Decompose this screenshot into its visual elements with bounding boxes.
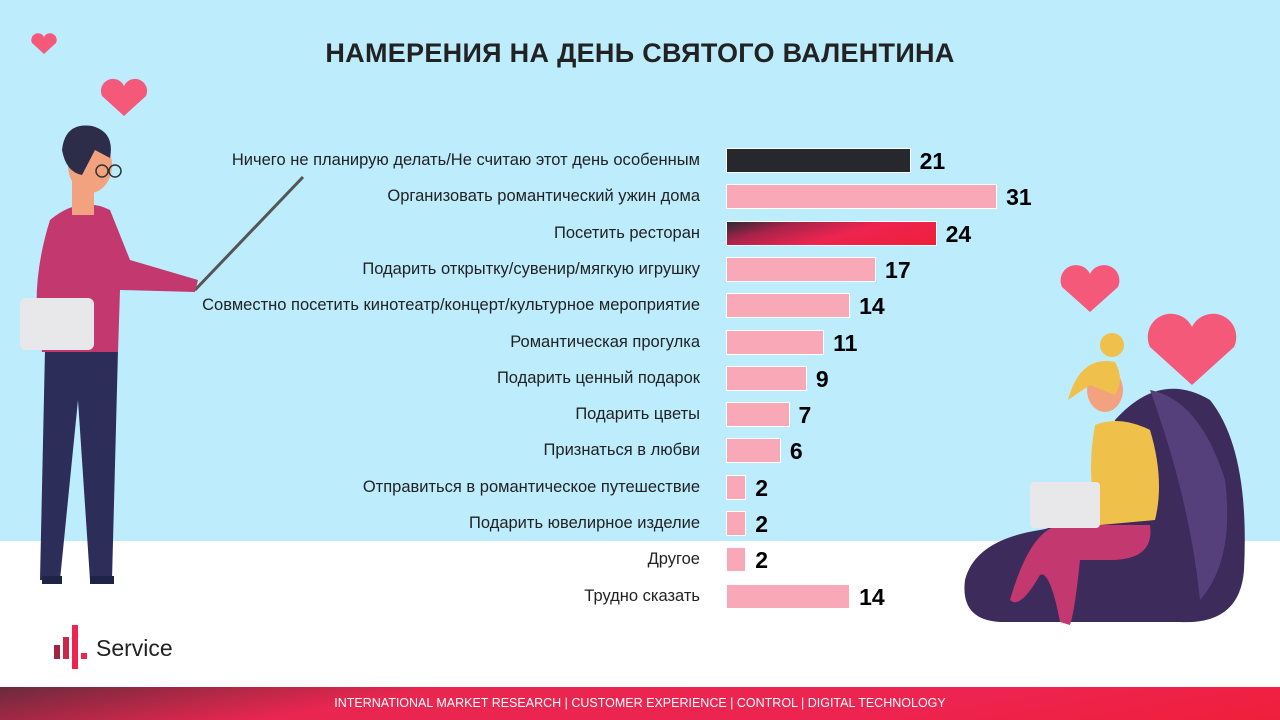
footer-banner: INTERNATIONAL MARKET RESEARCH | CUSTOMER… (0, 687, 1280, 720)
woman-illustration (964, 265, 1245, 625)
bar (726, 256, 877, 282)
value-label: 7 (798, 402, 812, 429)
category-label: Ничего не планирую делать/Не считаю этот… (231, 151, 700, 169)
bar (726, 293, 851, 319)
value-label: 21 (919, 148, 946, 174)
logo-text: Service (96, 635, 173, 661)
value-label: 2 (755, 511, 769, 537)
bar (726, 474, 747, 500)
value-label: 17 (885, 256, 911, 283)
page-title: НАМЕРЕНИЯ НА ДЕНЬ СВЯТОГО ВАЛЕНТИНА (325, 38, 955, 68)
man-illustration (20, 33, 305, 584)
category-label: Посетить ресторан (553, 223, 700, 242)
logo-bars-icon (54, 625, 87, 669)
company-logo: Service (54, 625, 184, 669)
heart-icon (1147, 313, 1237, 385)
bar (726, 148, 911, 173)
category-label: Подарить открытку/сувенир/мягкую игрушку (362, 259, 700, 278)
bar (726, 583, 851, 609)
category-label: Совместно посетить кинотеатр/концерт/кул… (202, 296, 700, 315)
value-label: 31 (1006, 184, 1032, 211)
bar (726, 402, 790, 428)
category-label: Подарить ценный подарок (496, 368, 700, 387)
category-label: Признаться в любви (543, 441, 700, 460)
bar (726, 438, 781, 464)
heart-icon (31, 33, 57, 54)
category-label: Другое (647, 550, 700, 569)
heart-icon (100, 78, 148, 116)
category-label: Организовать романтический ужин дома (387, 187, 700, 206)
value-label: 14 (859, 583, 885, 610)
value-label: 9 (815, 365, 829, 392)
value-label: 2 (755, 474, 769, 501)
bar (726, 547, 747, 573)
value-label: 11 (833, 329, 858, 356)
category-label: Трудно сказать (584, 586, 700, 605)
bar (726, 329, 825, 355)
value-label: 6 (789, 438, 803, 465)
category-label: Подарить ювелирное изделие (469, 514, 700, 532)
category-label: Подарить цветы (575, 405, 700, 424)
category-label: Отправиться в романтическое путешествие (362, 477, 700, 496)
bar-chart: Ничего не планирую делать/Не считаю этот… (202, 148, 1032, 610)
bar (726, 184, 998, 210)
bar (726, 365, 807, 391)
heart-icon (1060, 265, 1120, 312)
category-label: Романтическая прогулка (510, 332, 700, 351)
bar (726, 511, 747, 536)
value-label: 24 (945, 220, 972, 247)
value-label: 14 (859, 293, 885, 320)
value-label: 2 (755, 547, 769, 574)
bar (726, 220, 937, 246)
